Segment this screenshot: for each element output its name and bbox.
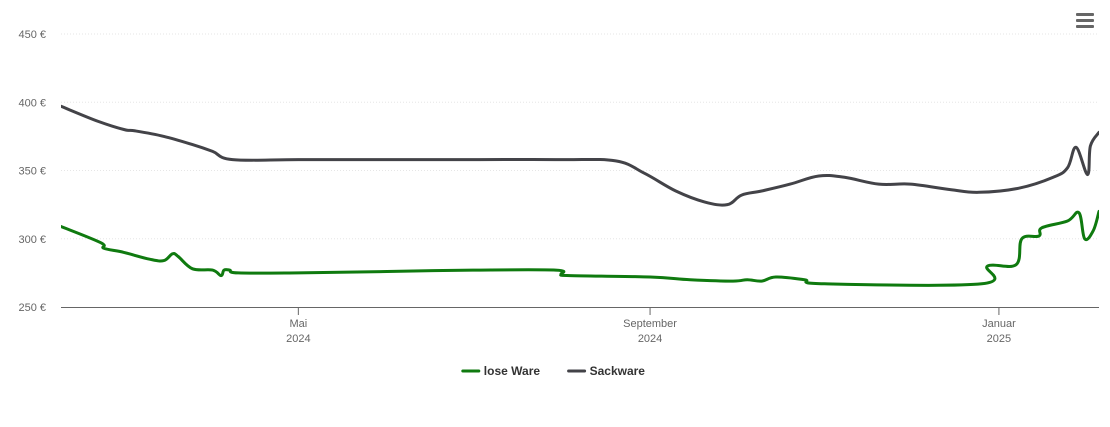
legend-item-sackware[interactable]: Sackware [567, 364, 646, 378]
legend-item-lose-ware[interactable]: lose Ware [461, 364, 541, 378]
series-line-lose-ware [61, 209, 1099, 287]
x-tick-label-year: 2024 [638, 333, 662, 345]
x-tick-label-year: 2024 [286, 333, 310, 345]
y-tick-label: 350 € [18, 166, 46, 178]
x-tick-label: Januar [982, 318, 1016, 330]
menu-bar [1076, 13, 1094, 16]
x-tick-label-year: 2025 [987, 333, 1011, 345]
x-tick-label: September [623, 318, 677, 330]
y-tick-label: 250 € [18, 302, 46, 314]
x-tick-label: Mai [289, 318, 307, 330]
y-tick-label: 450 € [18, 29, 46, 41]
menu-bar [1076, 25, 1094, 28]
y-tick-label: 300 € [18, 234, 46, 246]
y-tick-label: 400 € [18, 97, 46, 109]
hamburger-menu-icon[interactable] [1074, 10, 1096, 32]
menu-bar [1076, 19, 1094, 22]
series-line-sackware [61, 104, 1099, 207]
legend-label: Sackware [590, 364, 646, 378]
legend-label: lose Ware [484, 364, 541, 378]
